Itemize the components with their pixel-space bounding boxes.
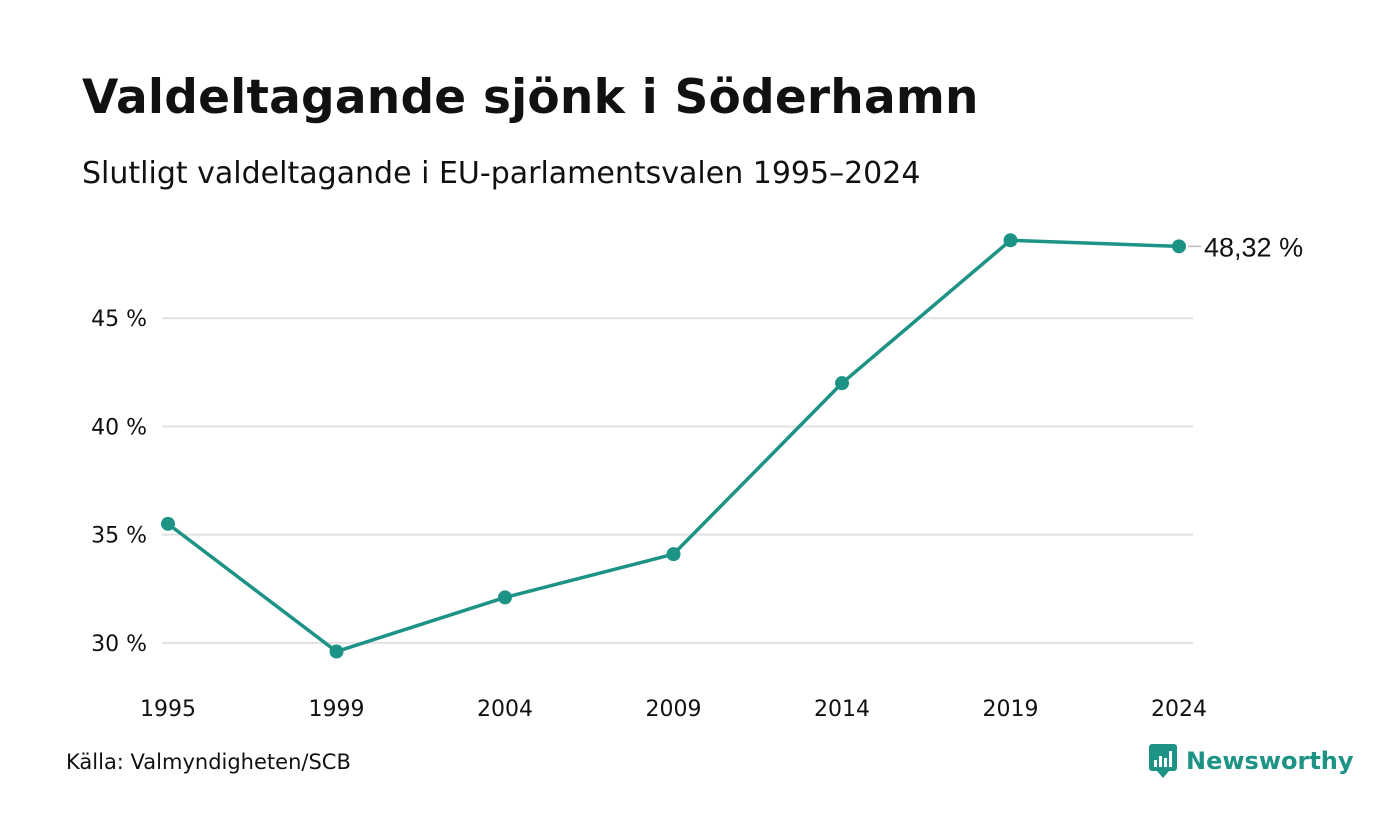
x-axis-tick-labels: 1995 1999 2004 2009 2014 2019 2024	[140, 697, 1207, 722]
y-tick-label: 40 %	[91, 415, 147, 440]
data-point	[1003, 233, 1018, 248]
data-point	[498, 590, 512, 605]
y-tick-label: 30 %	[91, 632, 147, 657]
x-tick-label: 2004	[477, 697, 533, 722]
chart-subtitle: Slutligt valdeltagande i EU-parlamentsva…	[82, 156, 921, 191]
chart-title: Valdeltagande sjönk i Söderhamn	[82, 70, 979, 125]
source-note: Källa: Valmyndigheten/SCB	[66, 750, 351, 774]
series-line	[166, 238, 1181, 654]
x-tick-label: 2019	[983, 697, 1039, 722]
y-tick-label: 35 %	[91, 524, 147, 549]
y-tick-label: 45 %	[91, 307, 147, 332]
data-point	[835, 376, 849, 391]
end-label-group: 48,32 %	[1188, 232, 1303, 262]
x-tick-label: 2024	[1151, 697, 1207, 722]
newsworthy-logo-icon	[1149, 744, 1177, 778]
x-tick-label: 1995	[140, 697, 196, 722]
data-point	[666, 547, 681, 562]
x-tick-label: 2014	[814, 697, 870, 722]
x-tick-label: 2009	[646, 697, 702, 722]
data-point	[329, 644, 344, 659]
y-axis-tick-labels: 30 % 35 % 40 % 45 %	[91, 307, 147, 657]
x-tick-label: 1999	[309, 697, 365, 722]
brand-name: Newsworthy	[1186, 747, 1354, 775]
data-point	[161, 516, 175, 531]
data-point	[1172, 239, 1186, 254]
gridlines	[162, 317, 1193, 644]
brand-logo[interactable]: Newsworthy	[1148, 743, 1354, 779]
end-value-label: 48,32 %	[1204, 232, 1303, 262]
series	[161, 233, 1186, 659]
